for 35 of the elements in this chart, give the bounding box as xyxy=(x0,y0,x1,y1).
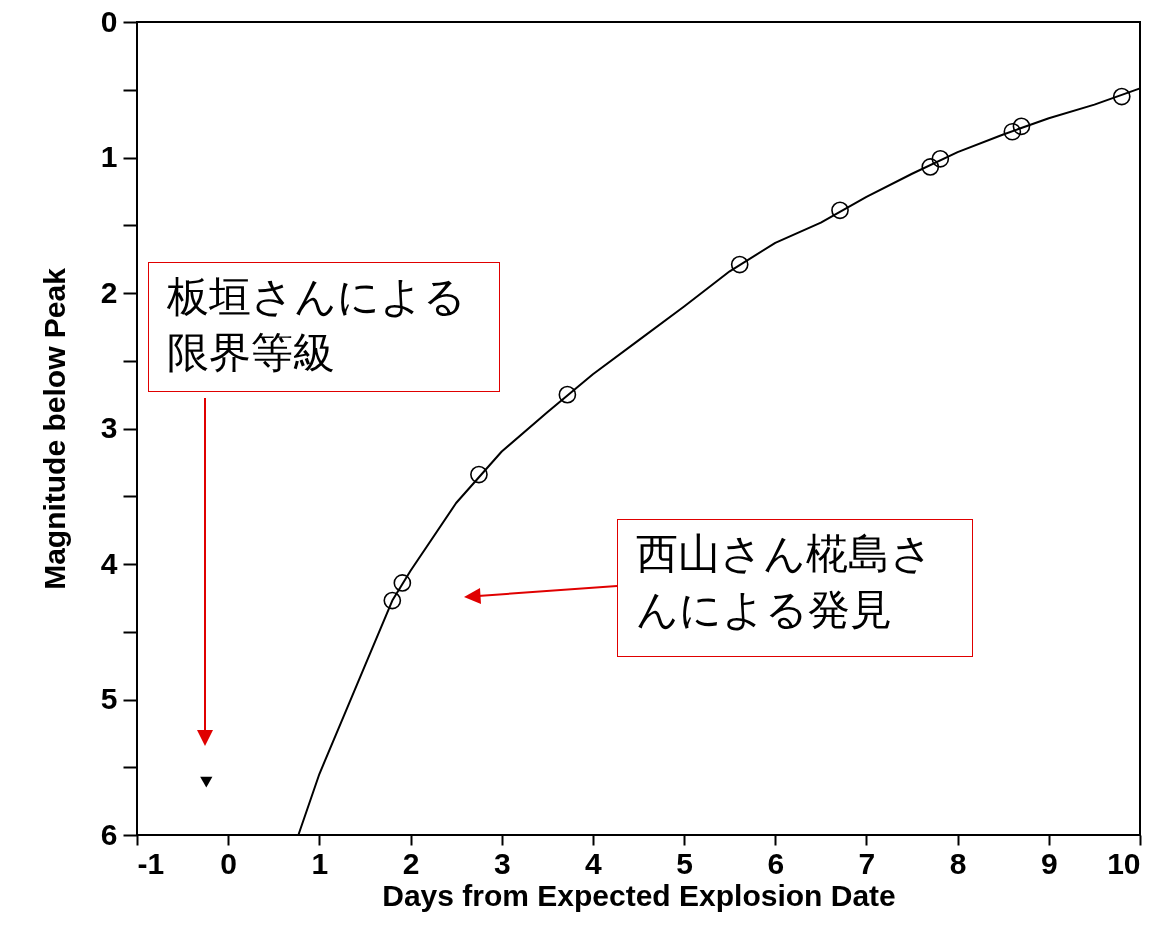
point xyxy=(921,158,940,176)
point xyxy=(730,255,749,274)
point xyxy=(931,150,950,168)
point xyxy=(393,574,412,592)
x-tick-label: 1 xyxy=(311,846,329,880)
x-tick-label: -1 xyxy=(137,846,165,880)
y-tick-label: 2 xyxy=(100,275,118,309)
x-tick-label: 3 xyxy=(493,846,511,880)
x-axis-title: Days from Expected Explosion Date xyxy=(382,878,896,912)
point xyxy=(1112,87,1131,106)
point xyxy=(1003,122,1022,141)
x-tick-label: 10 xyxy=(1107,846,1141,880)
point xyxy=(200,776,213,788)
x-tick-label: 4 xyxy=(585,846,603,880)
annotation: 西山さん椛島さんによる発見 xyxy=(617,519,973,657)
y-tick-label: 0 xyxy=(100,4,118,38)
point xyxy=(470,465,488,484)
point xyxy=(558,385,577,404)
x-tick-label: 8 xyxy=(949,846,967,880)
y-tick-label: 6 xyxy=(100,817,118,851)
x-tick-label: 0 xyxy=(220,846,238,880)
y-tick-label: 4 xyxy=(100,546,118,580)
x-tick-label: 6 xyxy=(767,846,785,880)
y-axis-title: Magnitude below Peak xyxy=(37,267,71,590)
x-tick-label: 5 xyxy=(676,846,693,880)
point xyxy=(1012,117,1031,136)
annotation: 板垣さんによる限界等級 xyxy=(148,262,500,392)
x-tick-label: 2 xyxy=(402,846,420,880)
point xyxy=(383,591,402,610)
point xyxy=(831,201,849,220)
x-tick-label: 7 xyxy=(858,846,876,880)
x-tick-label: 9 xyxy=(1040,846,1058,880)
y-tick-label: 3 xyxy=(100,411,118,444)
y-tick-label: 5 xyxy=(100,682,118,715)
y-tick-label: 1 xyxy=(100,140,118,173)
